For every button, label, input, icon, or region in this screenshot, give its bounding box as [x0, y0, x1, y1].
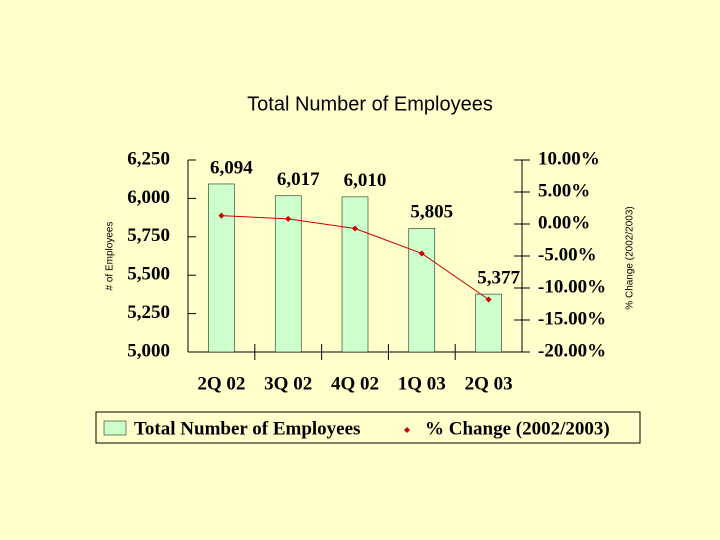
x-tick-label: 1Q 03	[398, 373, 446, 394]
y2-tick-label: 5.00%	[538, 180, 590, 201]
bar	[408, 228, 436, 353]
x-tick-label: 4Q 02	[331, 373, 379, 394]
y2-tick-label: -15.00%	[538, 308, 606, 329]
bar	[208, 183, 235, 353]
bar	[475, 293, 502, 353]
legend-label: Total Number of Employees	[134, 418, 360, 439]
marker	[352, 225, 358, 232]
legend-box	[95, 411, 641, 444]
y-axis-label: # of Employees	[105, 222, 116, 291]
value-label: 5,805	[410, 202, 453, 223]
marker	[418, 250, 425, 257]
marker	[285, 215, 292, 222]
marker	[218, 212, 225, 219]
y2-tick-label: -5.00%	[538, 244, 597, 265]
y-tick-label: 5,750	[127, 225, 170, 246]
bar	[341, 196, 369, 353]
y-tick-label: 5,250	[127, 302, 170, 323]
legend-swatch	[103, 420, 127, 436]
y2-axis-label: % Change (2002/2003)	[625, 206, 636, 309]
x-tick-label: 2Q 02	[197, 373, 245, 394]
x-tick-label: 3Q 02	[264, 373, 312, 394]
y2-tick-label: -10.00%	[538, 276, 606, 297]
value-label: 6,010	[344, 170, 387, 191]
value-label: 6,094	[210, 157, 253, 178]
y-tick-label: 5,000	[127, 340, 170, 361]
y2-tick-label: 0.00%	[538, 212, 590, 233]
y2-tick-label: -20.00%	[538, 340, 606, 361]
value-label: 6,017	[277, 169, 320, 190]
value-label: 5,377	[477, 267, 520, 288]
y2-tick-label: 10.00%	[538, 148, 600, 169]
legend-label: % Change (2002/2003)	[425, 418, 610, 439]
y-tick-label: 5,500	[127, 264, 170, 285]
marker	[485, 296, 492, 303]
y-tick-label: 6,000	[127, 187, 170, 208]
chart-title: Total Number of Employees	[247, 93, 493, 115]
x-tick-label: 2Q 03	[465, 373, 513, 394]
legend-marker	[404, 427, 410, 433]
y-tick-label: 6,250	[127, 148, 170, 169]
